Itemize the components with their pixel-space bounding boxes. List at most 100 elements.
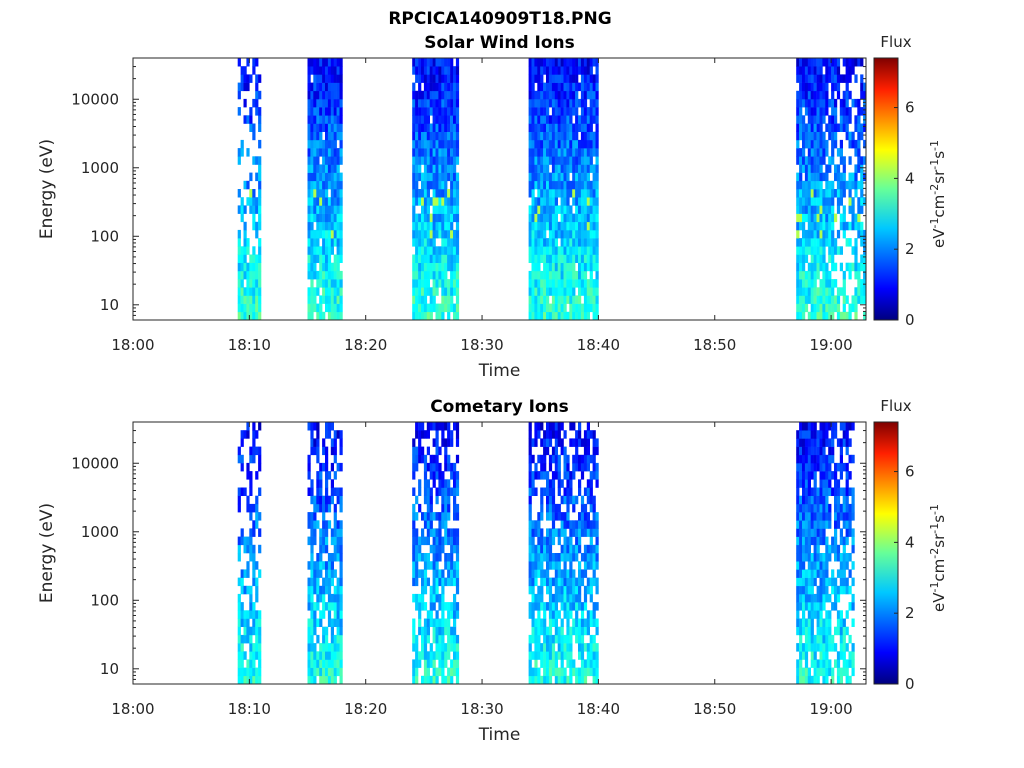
heatmap-cell [825, 593, 829, 603]
heatmap-cell [246, 74, 250, 83]
heatmap-cell [854, 270, 858, 280]
heatmap-cell [825, 634, 829, 644]
heatmap-cell [569, 262, 573, 272]
heatmap-cell [845, 503, 849, 513]
heatmap-cell [554, 462, 558, 472]
heatmap-cell [592, 189, 596, 198]
heatmap-cell [583, 675, 588, 685]
heatmap-cell [586, 430, 590, 439]
heatmap-cell [810, 246, 814, 255]
heatmap-cell [799, 287, 803, 296]
heatmap-cell [246, 536, 250, 546]
heatmap-cell [438, 471, 442, 480]
heatmap-cell [339, 189, 343, 198]
heatmap-cell [313, 270, 317, 280]
heatmap-cell [429, 287, 433, 296]
heatmap-cell [336, 197, 340, 206]
heatmap-cell [319, 503, 323, 513]
heatmap-cell [441, 115, 445, 124]
heatmap-cell [429, 643, 433, 652]
heatmap-cell [857, 279, 861, 288]
heatmap-cell [534, 90, 538, 100]
heatmap-cell [804, 471, 809, 480]
heatmap-cell [566, 618, 570, 627]
heatmap-cell [802, 618, 806, 627]
heatmap-cell [586, 553, 590, 562]
heatmap-cell [339, 66, 343, 75]
heatmap-cell [418, 123, 422, 132]
heatmap-cell [313, 164, 317, 173]
heatmap-cell [528, 675, 532, 685]
heatmap-cell [432, 626, 436, 636]
heatmap-cell [551, 74, 556, 83]
heatmap-cell [828, 189, 832, 198]
heatmap-cell [432, 667, 436, 677]
heatmap-cell [546, 246, 550, 255]
heatmap-cell [333, 634, 337, 644]
heatmap-cell [531, 164, 535, 173]
heatmap-cell [255, 503, 259, 513]
heatmap-cell [540, 651, 544, 660]
heatmap-cell [423, 270, 428, 280]
heatmap-cell [592, 131, 596, 141]
heatmap-cell [447, 189, 451, 198]
heatmap-cell [453, 189, 457, 198]
heatmap-cell [540, 553, 544, 562]
heatmap-cell [423, 479, 428, 488]
heatmap-cell [313, 131, 317, 141]
heatmap-cell [426, 287, 430, 296]
heatmap-cell [580, 58, 585, 67]
heatmap-cell [854, 139, 858, 149]
heatmap-cell [810, 279, 814, 288]
heatmap-cell [455, 205, 460, 214]
heatmap-cell [528, 66, 532, 75]
heatmap-cell [313, 180, 317, 190]
heatmap-cell [845, 430, 849, 439]
heatmap-cell [322, 139, 326, 149]
heatmap-cell [243, 544, 247, 554]
heatmap-cell [807, 229, 811, 239]
heatmap-cell [807, 262, 811, 272]
heatmap-cell [325, 544, 329, 554]
heatmap-cell [848, 189, 852, 198]
heatmap-cell [528, 487, 532, 496]
heatmap-cell [325, 577, 329, 587]
heatmap-cell [802, 205, 806, 214]
heatmap-cell [319, 643, 323, 652]
heatmap-cell [569, 82, 573, 92]
heatmap-cell [316, 197, 320, 206]
heatmap-cell [252, 422, 256, 431]
heatmap-cell [580, 454, 585, 464]
heatmap-cell [438, 180, 442, 190]
heatmap-cell [580, 520, 585, 529]
heatmap-cell [421, 74, 425, 83]
heatmap-cell [816, 536, 820, 546]
heatmap-cell [831, 536, 835, 546]
heatmap-cell [435, 667, 439, 677]
heatmap-cell [804, 520, 809, 529]
heatmap-cell [583, 197, 588, 206]
heatmap-cell [528, 164, 532, 173]
heatmap-cell [534, 618, 538, 627]
heatmap-cell [569, 148, 573, 157]
heatmap-cell [831, 205, 835, 214]
heatmap-cell [435, 569, 439, 578]
heatmap-cell [583, 115, 588, 124]
heatmap-cell [863, 287, 867, 296]
y-axis-label: Energy (eV) [37, 139, 57, 239]
heatmap-cell [575, 82, 579, 92]
heatmap-cell [563, 74, 567, 83]
heatmap-cell [834, 512, 838, 521]
heatmap-cell [531, 197, 535, 206]
heatmap-cell [799, 82, 803, 92]
heatmap-cell [249, 287, 253, 296]
heatmap-cell [580, 303, 585, 313]
heatmap-cell [339, 98, 343, 108]
heatmap-cell [316, 74, 320, 83]
heatmap-cell [554, 295, 558, 304]
heatmap-cell [421, 229, 425, 239]
heatmap-cell [339, 205, 343, 214]
heatmap-cell [566, 536, 570, 546]
heatmap-cell [551, 553, 556, 562]
heatmap-cell [551, 495, 556, 505]
